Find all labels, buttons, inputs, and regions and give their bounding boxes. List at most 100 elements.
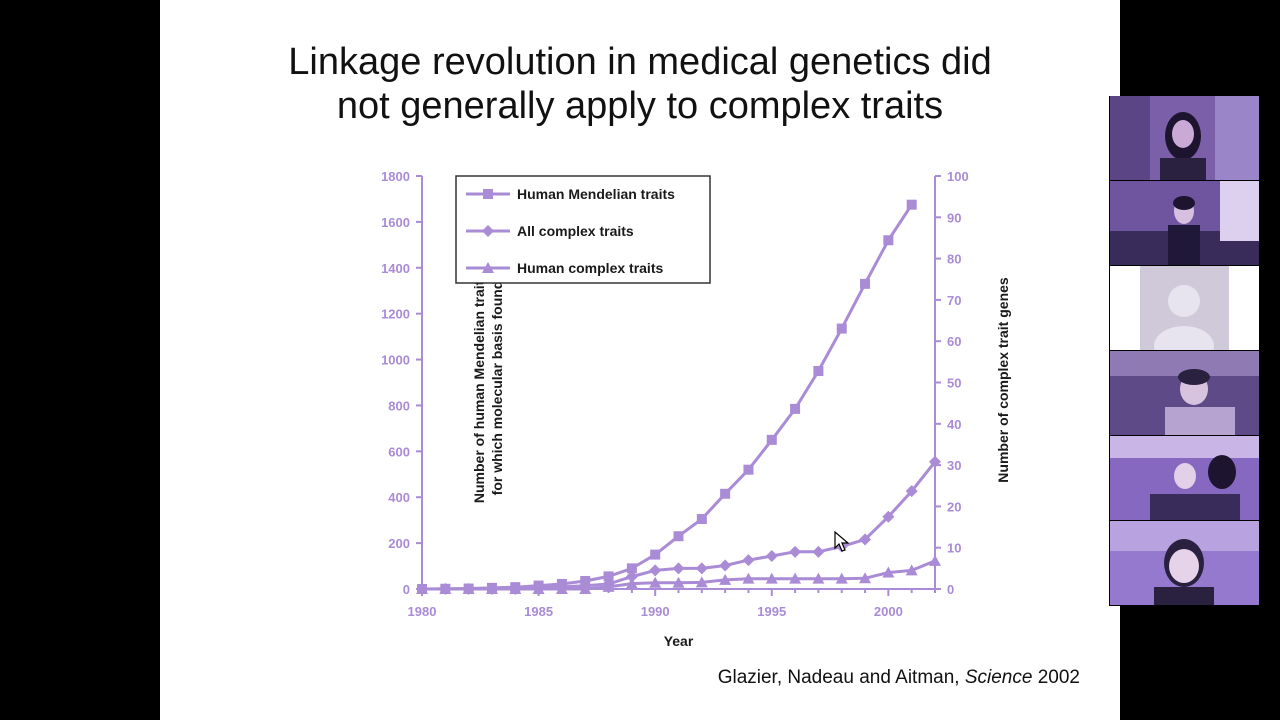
participant-video-4 (1110, 351, 1259, 435)
participant-tile-2[interactable] (1110, 181, 1259, 265)
series-2-point (719, 559, 732, 572)
right-tick-label: 40 (947, 417, 961, 432)
participant-video-1 (1110, 96, 1259, 180)
series-3-point (439, 583, 452, 594)
video-participant-gallery (1109, 96, 1259, 606)
legend-label-3: Human complex traits (517, 260, 663, 276)
left-tick-label: 1600 (381, 215, 410, 230)
left-tick-label: 800 (388, 398, 410, 413)
series-2-point (649, 564, 662, 577)
series-1-point (813, 366, 824, 377)
series-2-point (742, 554, 755, 567)
left-tick-label: 1200 (381, 307, 410, 322)
right-tick-label: 20 (947, 499, 961, 514)
right-tick-label: 50 (947, 376, 961, 391)
participant-tile-1[interactable] (1110, 96, 1259, 180)
participant-avatar-3 (1110, 266, 1259, 350)
series-1-point (906, 199, 917, 210)
series-2-point (882, 510, 895, 523)
left-axis-label-line-2: for which molecular basis found (489, 281, 505, 496)
x-tick-label: 1980 (408, 604, 437, 619)
left-tick-label: 1800 (381, 169, 410, 184)
series-2-point (859, 533, 872, 546)
x-tick-label: 1990 (641, 604, 670, 619)
linkage-chart: 0 200 400 600 800 1000 1200 1400 1600 1800 0 10 20 30… (381, 169, 1011, 649)
slide-title: Linkage revolution in medical genetics d… (160, 40, 1120, 128)
series-3-point (602, 580, 615, 592)
series-2-point (695, 562, 708, 575)
series-3-point (789, 572, 802, 584)
slide-title-line-2: not generally apply to complex traits (336, 85, 944, 127)
series-1-point (766, 434, 777, 445)
series-1-point (696, 514, 707, 525)
series-3-point (882, 566, 895, 578)
series-3-point (532, 583, 545, 594)
series-1-point (836, 323, 847, 334)
x-axis-label: Year (664, 633, 694, 649)
left-tick-label: 400 (388, 490, 410, 505)
series-3-point (579, 583, 592, 594)
series-1-point (720, 488, 731, 499)
participant-video-5 (1110, 436, 1259, 520)
series-1-point (650, 549, 661, 560)
series-3-point (625, 577, 638, 589)
legend-marker-3 (482, 262, 494, 273)
series-3-point (859, 572, 872, 584)
series-3-point (416, 583, 428, 594)
right-tick-label: 70 (947, 293, 961, 308)
series-3-point (462, 583, 475, 594)
participant-tile-4[interactable] (1110, 351, 1259, 435)
series-3-point (765, 572, 778, 584)
right-tick-label: 60 (947, 334, 961, 349)
right-tick-label: 30 (947, 458, 961, 473)
participant-tile-3[interactable] (1110, 266, 1259, 350)
series-2-point (765, 549, 778, 562)
right-tick-label: 80 (947, 252, 961, 267)
series-1-point (860, 278, 871, 289)
series-3-point (835, 572, 848, 584)
series-3-point (812, 572, 825, 584)
series-2-point (672, 562, 685, 575)
right-axis-label: Number of complex trait genes (995, 277, 1011, 483)
series-2-point (625, 570, 638, 583)
series-2-point (789, 545, 802, 558)
legend-label-1: Human Mendelian traits (517, 186, 675, 202)
series-1-point (673, 531, 684, 542)
series-2-point (905, 485, 918, 498)
right-tick-label: 0 (947, 582, 954, 597)
legend-marker-1 (483, 189, 493, 199)
series-3-point (929, 554, 941, 566)
x-tick-label: 2000 (874, 604, 903, 619)
series-3-point (672, 576, 685, 588)
right-tick-label: 90 (947, 210, 961, 225)
series-3-point (509, 583, 522, 594)
series-1-point (883, 235, 894, 246)
x-tick-label: 1985 (524, 604, 553, 619)
series-3-point (485, 583, 498, 594)
participant-video-2 (1110, 181, 1259, 265)
mouse-cursor-icon (834, 531, 850, 552)
series-3-point (649, 576, 662, 588)
series-3-point (719, 573, 732, 585)
left-tick-label: 600 (388, 444, 410, 459)
series-1-point (626, 563, 637, 574)
presentation-slide: Linkage revolution in medical genetics d… (160, 0, 1120, 720)
participant-tile-6[interactable] (1110, 521, 1259, 605)
citation-journal: Science (964, 667, 1033, 688)
series-3-point (742, 572, 755, 584)
x-tick-label: 1995 (757, 604, 786, 619)
participant-tile-5[interactable] (1110, 436, 1259, 520)
series-3-point (905, 564, 918, 576)
series-1-point (743, 464, 754, 475)
series-2-point (812, 545, 825, 558)
series-1-point (603, 571, 614, 582)
slide-title-line-1: Linkage revolution in medical genetics d… (288, 41, 992, 83)
citation-authors: Glazier, Nadeau and Aitman, (717, 667, 965, 688)
series-3-point (695, 576, 708, 588)
left-axis-label-line-1: Number of human Mendelian traits (471, 273, 487, 503)
series-3-point (555, 583, 568, 594)
legend-label-2: All complex traits (517, 223, 634, 239)
citation-year: 2002 (1032, 667, 1080, 688)
left-tick-label: 1000 (381, 353, 410, 368)
series-2-point (929, 455, 941, 468)
